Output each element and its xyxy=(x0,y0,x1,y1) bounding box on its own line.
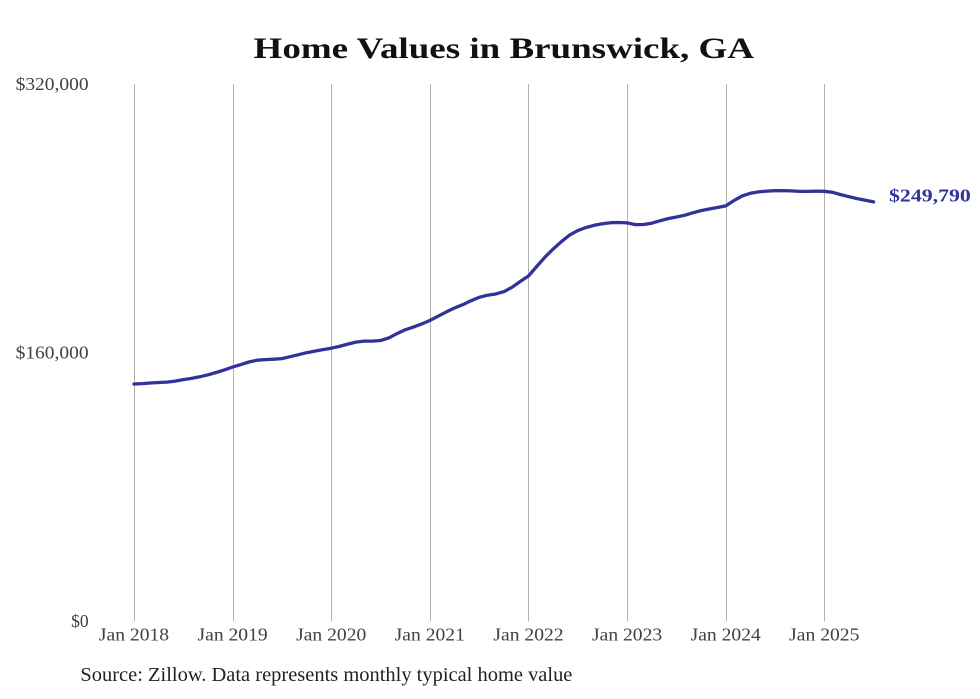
svg-text:Jan 2025: Jan 2025 xyxy=(789,625,859,645)
svg-text:Jan 2021: Jan 2021 xyxy=(395,625,465,645)
svg-text:Source: Zillow. Data represent: Source: Zillow. Data represents monthly … xyxy=(80,664,572,686)
svg-text:$249,790: $249,790 xyxy=(889,186,971,206)
svg-text:$320,000: $320,000 xyxy=(16,74,89,94)
svg-text:Jan 2022: Jan 2022 xyxy=(493,625,563,645)
svg-text:Jan 2024: Jan 2024 xyxy=(691,625,761,645)
svg-text:Jan 2018: Jan 2018 xyxy=(99,625,169,645)
svg-text:$0: $0 xyxy=(71,611,89,631)
svg-text:Jan 2019: Jan 2019 xyxy=(198,625,268,645)
svg-text:Jan 2023: Jan 2023 xyxy=(592,625,662,645)
svg-text:Jan 2020: Jan 2020 xyxy=(296,625,366,645)
svg-text:Home Values in Brunswick, GA: Home Values in Brunswick, GA xyxy=(254,32,755,65)
svg-text:$160,000: $160,000 xyxy=(16,343,89,363)
